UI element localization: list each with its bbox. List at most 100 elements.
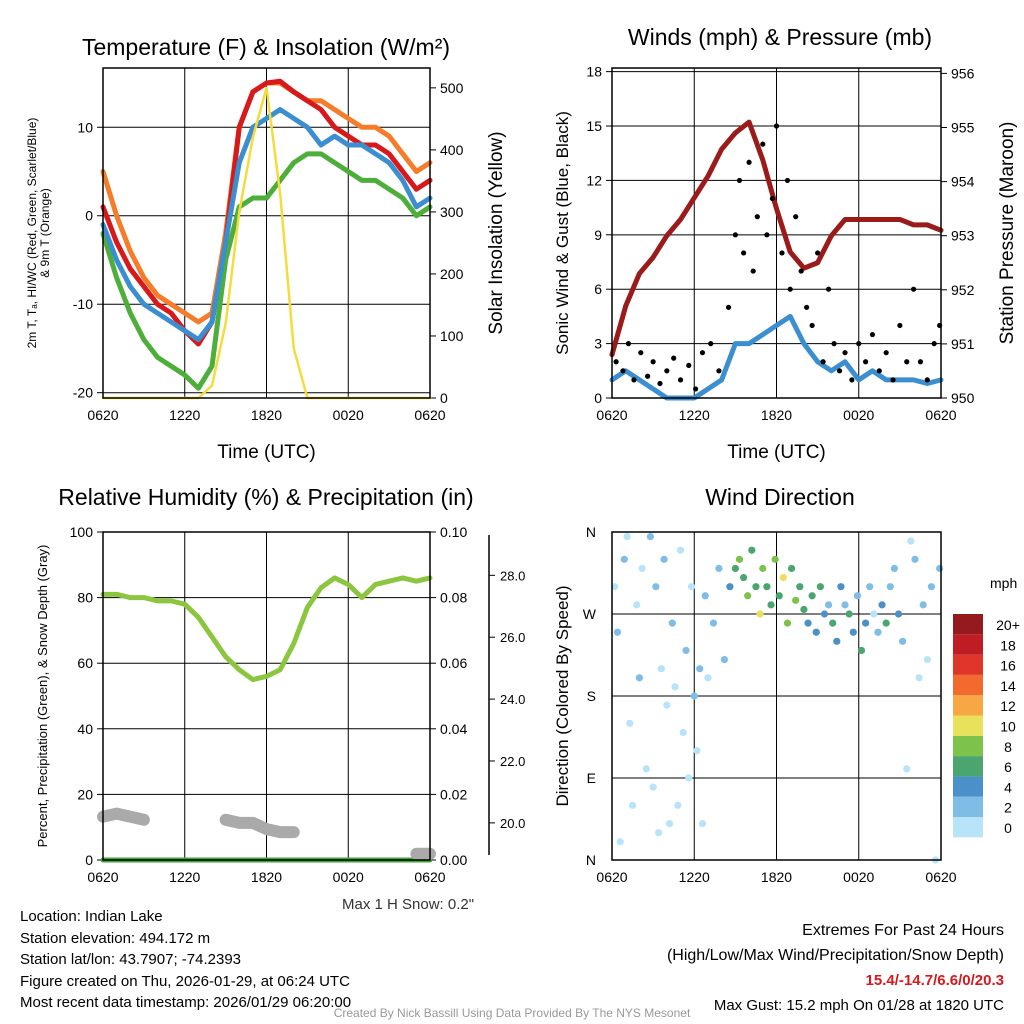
y-axis-label: Sonic Wind & Gust (Blue, Black) [553,111,572,355]
x-tick-label: 0620 [414,407,445,423]
wind-plot-frame [611,67,942,399]
y-right-tick-label: 952 [951,282,975,298]
x-tick-label: 0620 [925,869,956,885]
gust-point [736,177,743,184]
direction-point [685,774,693,782]
direction-point [657,665,665,673]
direction-point [671,683,679,691]
gust-point [671,355,677,361]
y-tick-label: 10 [77,119,93,135]
gust-point [657,380,663,387]
direction-point [796,583,804,591]
direction-point [919,601,927,609]
x-tick-label: 1220 [679,407,710,423]
x-tick-label: 0620 [596,869,627,885]
series-2m-t [100,78,433,347]
extremes-title: Extremes For Past 24 Hours [802,922,1004,939]
direction-point [674,801,682,809]
direction-point [623,532,631,541]
colorbar-swatch [953,614,983,635]
colorbar-tick-label: 18 [1000,637,1016,653]
direction-point [820,610,829,618]
direction-point [775,592,783,600]
direction-point [616,838,624,846]
direction-point [845,610,853,618]
direction-point [853,592,861,600]
y-tick-label: 20 [77,786,93,802]
direction-point [679,728,687,737]
y-tick-label: 3 [594,336,602,352]
gust-point [917,359,924,365]
direction-point [626,719,634,727]
gust-point [773,123,780,129]
colorbar-swatch [953,735,983,757]
direction-point [824,601,833,609]
y-right-tick-label: 0.00 [440,852,467,868]
location: Location: Indian Lake [20,908,163,925]
direction-point [668,619,676,627]
y-right-tick-label: 400 [440,142,464,158]
direction-point [763,583,771,591]
series-hi-wc [100,107,433,343]
gust-point [779,250,785,256]
colorbar-swatch [953,634,983,655]
y-tick-label: 0 [85,208,93,224]
direction-point [783,619,792,627]
direction-point [701,592,709,600]
x-tick-label: 1820 [251,869,282,885]
temp-plot-frame [102,67,431,399]
extremes-values: 15.4/-14.7/6.6/0/20.3 [865,972,1004,989]
direction-point [660,555,668,563]
direction-point [642,765,650,773]
colorbar-swatch [953,715,983,736]
y-axis-label: 2m T, Tₐ, HI/WC (Red, Green, Scarlet/Blu… [25,118,39,349]
y-right-tick-label: 956 [951,65,975,81]
direction-point [767,601,775,609]
dir-title: Wind Direction [705,484,855,510]
y-right-tick-label: 300 [440,204,464,220]
colorbar-tick-label: 16 [1000,658,1016,674]
direction-point [792,596,800,604]
colorbar-tick-label: 2 [1004,800,1012,816]
colorbar-tick-label: 20+ [996,617,1020,633]
direction-point [886,583,894,591]
y-tick-label: N [586,524,596,540]
y-tick-label: -10 [73,296,93,312]
gust-point [638,350,644,356]
snow-tick-label: 22.0 [500,754,525,769]
direction-point [849,628,857,636]
direction-point [882,619,890,627]
direction-point [693,747,701,755]
direction-point [649,783,657,791]
direction-point [759,564,767,573]
direction-point [720,655,729,664]
x-tick-label: 0620 [87,869,118,885]
direction-point [655,829,663,837]
gust-point [876,368,882,374]
y-tick-label: 60 [77,655,93,671]
y-tick-label: 12 [586,172,602,188]
colorbar-label: mph [990,575,1017,591]
x-tick-label: 0620 [87,407,118,423]
direction-point [857,646,866,655]
y-tick-label: 0 [85,852,93,868]
gust-point [677,377,684,383]
gust-point [650,359,656,365]
colorbar-swatch [953,654,983,675]
direction-point [709,619,718,627]
direction-point [903,765,911,773]
gust-point [732,232,738,238]
direction-point [628,801,637,809]
extremes-subtitle: (High/Low/Max Wind/Precipitation/Snow De… [666,947,1004,964]
colorbar-swatch [953,796,983,817]
gust-point [716,368,722,374]
direction-point [874,628,882,636]
x-tick-label: 0020 [843,407,874,423]
direction-point [704,674,712,682]
y-tick-label: 15 [586,118,602,134]
colorbar-tick-label: 8 [1004,739,1012,755]
max-gust: Max Gust: 15.2 mph On 01/28 at 1820 UTC [713,997,1004,1014]
series-rh [100,575,433,683]
y-axis-label: Percent, Precipitation (Green), & Snow D… [35,545,50,848]
